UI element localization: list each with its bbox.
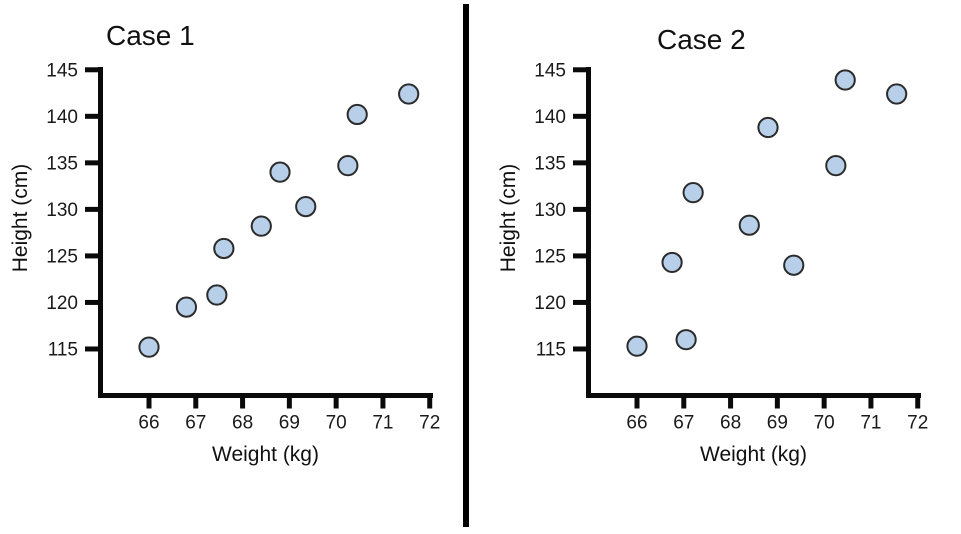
y-tick-label: 140: [534, 107, 566, 128]
data-point: [682, 182, 704, 204]
case2-x-axis-label: Weight (kg): [700, 443, 807, 466]
data-point: [213, 237, 235, 260]
case1-y-axis-label: Height (cm): [9, 163, 32, 273]
case2-scatter-plot: 115 120 125 130 135 140 145 66 67 68 69 70 71 72: [534, 60, 928, 433]
data-point: [269, 161, 291, 183]
y-tick-label: 120: [46, 293, 78, 314]
y-tick-label: 135: [46, 153, 78, 174]
x-tick-label: 66: [626, 413, 647, 434]
case2-y-axis-label: Height (cm): [497, 163, 520, 273]
x-tick-label: 71: [860, 413, 881, 434]
data-point: [834, 69, 856, 91]
data-point: [337, 155, 359, 177]
data-point: [175, 296, 198, 318]
x-tick-label: 69: [279, 413, 300, 434]
data-point: [783, 254, 805, 276]
x-tick-label: 72: [907, 413, 928, 434]
x-tick-label: 67: [673, 413, 694, 434]
data-point: [738, 214, 760, 236]
panel-divider: [463, 4, 469, 527]
y-tick-label: 140: [46, 107, 78, 128]
case1-scatter-plot: 115 120 125 130 135 140 145 66 67 68 69 70 71 72: [46, 60, 440, 433]
x-tick-label: 68: [720, 413, 741, 434]
y-tick-label: 125: [46, 246, 78, 267]
data-point: [250, 215, 272, 237]
data-point: [398, 83, 420, 105]
y-tick-label: 120: [534, 293, 566, 314]
x-tick-label: 67: [185, 413, 206, 434]
data-point: [825, 155, 847, 177]
x-tick-label: 66: [138, 413, 159, 434]
y-tick-label: 145: [46, 60, 78, 81]
y-tick-label: 125: [534, 246, 566, 267]
y-tick-label: 130: [46, 200, 78, 221]
x-tick-label: 71: [372, 413, 393, 434]
data-point: [346, 103, 368, 126]
y-tick-label: 115: [536, 339, 566, 360]
case2-title: Case 2: [657, 24, 746, 55]
data-point: [675, 329, 697, 351]
data-point: [661, 251, 683, 274]
case1-x-axis-label: Weight (kg): [212, 443, 319, 466]
x-tick-label: 72: [419, 413, 440, 434]
case1-title: Case 1: [106, 20, 195, 51]
data-point: [886, 83, 908, 105]
data-point: [757, 116, 779, 139]
x-tick-label: 69: [767, 413, 788, 434]
data-point: [138, 336, 160, 358]
x-tick-label: 70: [326, 413, 347, 434]
x-tick-label: 70: [814, 413, 835, 434]
y-tick-label: 130: [534, 200, 566, 221]
data-point: [206, 284, 228, 306]
y-tick-label: 115: [48, 339, 78, 360]
x-tick-label: 68: [232, 413, 253, 434]
data-point: [295, 195, 317, 218]
y-tick-label: 135: [534, 153, 566, 174]
data-point: [626, 335, 648, 357]
y-tick-label: 145: [534, 60, 566, 81]
